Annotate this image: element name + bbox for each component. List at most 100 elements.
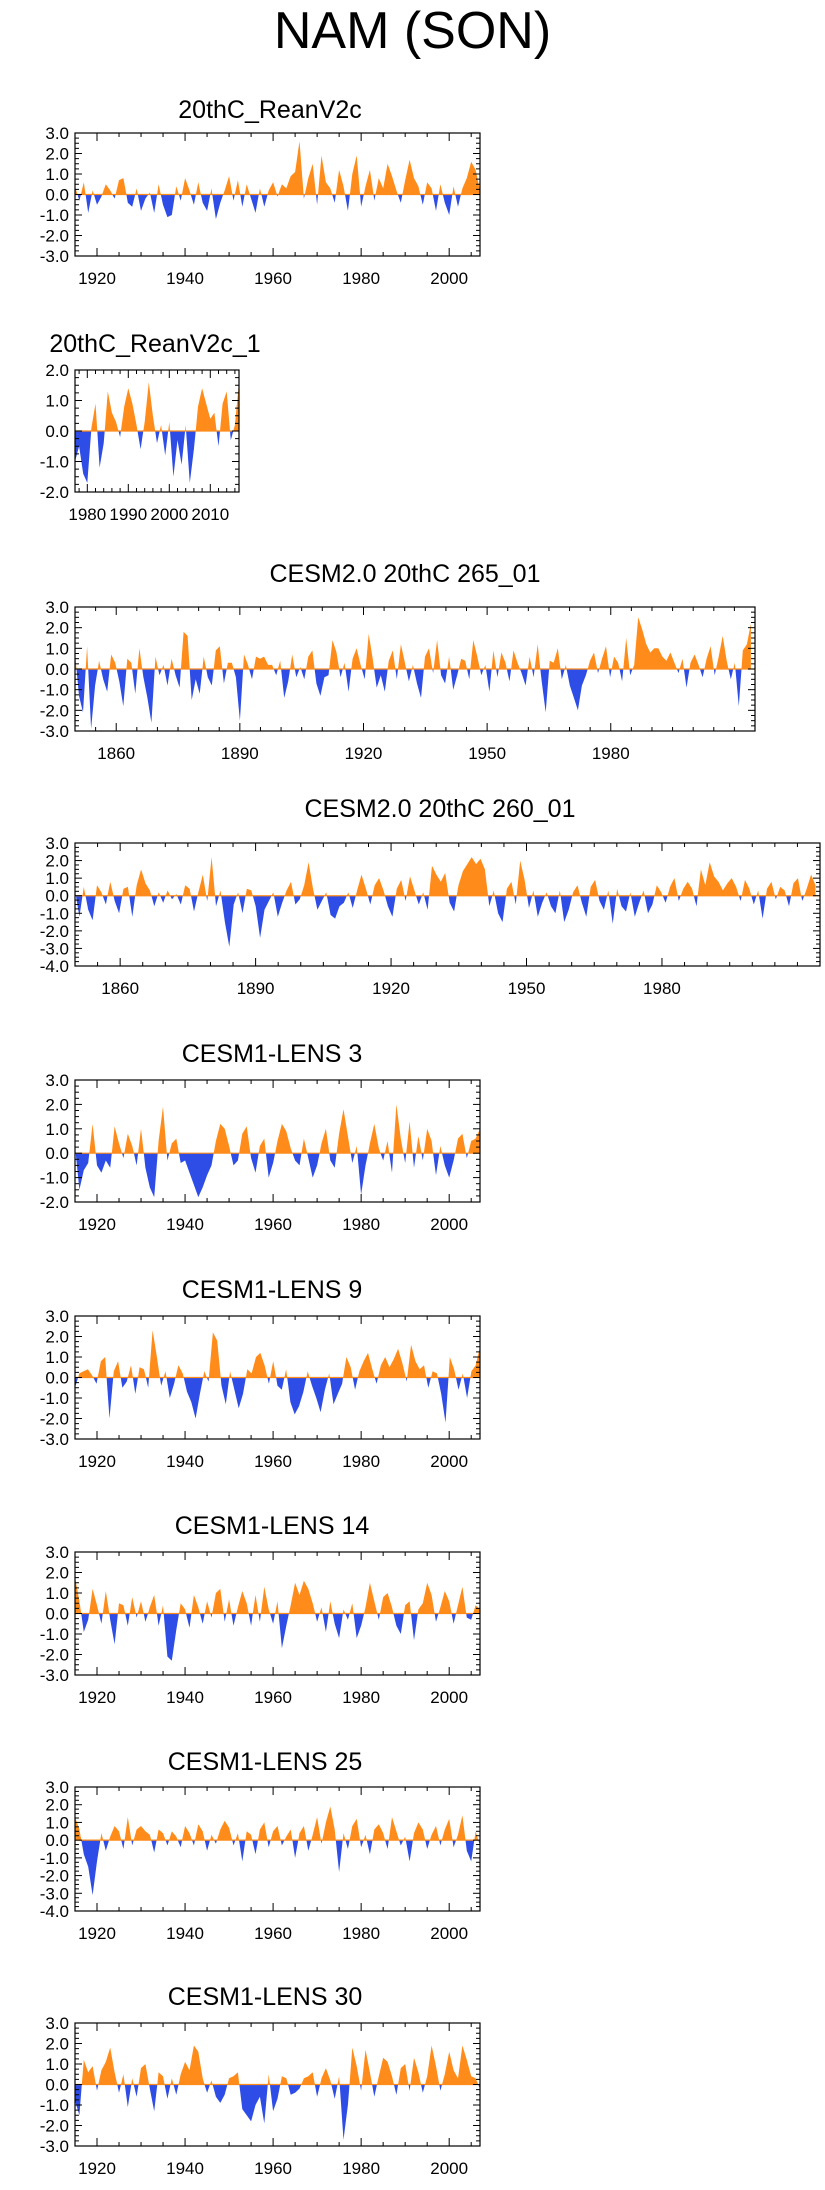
- x-tick-label: 2000: [430, 1452, 468, 1471]
- y-tick-label: -3.0: [40, 1666, 69, 1685]
- negative-area: [75, 2084, 480, 2140]
- positive-area: [75, 857, 816, 896]
- x-tick-label: 1960: [254, 2159, 292, 2178]
- x-tick-label: 1980: [342, 1688, 380, 1707]
- y-tick-label: 3.0: [45, 834, 69, 853]
- negative-area: [75, 431, 239, 483]
- x-tick-label: 1890: [221, 744, 259, 763]
- x-tick-label: 1960: [254, 1215, 292, 1234]
- x-tick-label: 1940: [166, 2159, 204, 2178]
- positive-area: [75, 1806, 480, 1841]
- positive-area: [75, 1104, 480, 1154]
- y-tick-label: -4.0: [40, 1902, 69, 1921]
- panel-title: CESM1-LENS 9: [182, 1276, 363, 1304]
- y-tick-label: -3.0: [40, 722, 69, 741]
- x-tick-label: 1960: [254, 1688, 292, 1707]
- x-tick-label: 1920: [78, 1688, 116, 1707]
- x-tick-label: 1940: [166, 1215, 204, 1234]
- y-tick-label: -1.0: [40, 1849, 69, 1868]
- x-tick-label: 2000: [430, 2159, 468, 2178]
- panel-title: CESM1-LENS 25: [168, 1748, 363, 1776]
- x-tick-label: 1960: [254, 1924, 292, 1943]
- panel-title: CESM1-LENS 30: [168, 1983, 363, 2011]
- x-tick-label: 1950: [508, 979, 546, 998]
- y-tick-label: -2.0: [40, 1410, 69, 1429]
- y-tick-label: 0.0: [45, 186, 69, 205]
- x-tick-label: 2000: [430, 1215, 468, 1234]
- y-tick-label: 1.0: [45, 1348, 69, 1367]
- x-tick-label: 1960: [254, 269, 292, 288]
- y-tick-label: 1.0: [45, 392, 69, 411]
- x-tick-label: 1940: [166, 1688, 204, 1707]
- x-tick-label: 1950: [468, 744, 506, 763]
- y-tick-label: -2.0: [40, 1867, 69, 1886]
- x-tick-label: 1980: [342, 2159, 380, 2178]
- y-tick-label: 1.0: [45, 1584, 69, 1603]
- y-tick-label: 2.0: [45, 1564, 69, 1583]
- y-tick-label: 3.0: [45, 1778, 69, 1797]
- positive-area: [75, 141, 480, 195]
- x-tick-label: 1980: [342, 1452, 380, 1471]
- y-tick-label: 3.0: [45, 1307, 69, 1326]
- y-tick-label: 0.0: [45, 1369, 69, 1388]
- y-tick-label: -1.0: [40, 1625, 69, 1644]
- y-tick-label: 2.0: [45, 619, 69, 638]
- y-tick-label: -1.0: [40, 1389, 69, 1408]
- y-tick-label: 1.0: [45, 1120, 69, 1139]
- y-tick-label: 0.0: [45, 422, 69, 441]
- y-tick-label: -1.0: [40, 1169, 69, 1188]
- negative-area: [75, 895, 816, 947]
- y-tick-label: -1.0: [40, 681, 69, 700]
- y-tick-label: 2.0: [45, 1328, 69, 1347]
- x-tick-label: 1920: [78, 1452, 116, 1471]
- positive-area: [75, 2045, 480, 2085]
- y-tick-label: 0.0: [45, 1605, 69, 1624]
- y-tick-label: 0.0: [45, 2076, 69, 2095]
- y-tick-label: -2.0: [40, 2117, 69, 2136]
- negative-area: [75, 1377, 480, 1423]
- x-tick-label: 1980: [68, 505, 106, 524]
- x-tick-label: 1860: [97, 744, 135, 763]
- x-tick-label: 1940: [166, 1452, 204, 1471]
- y-tick-label: -3.0: [40, 939, 69, 958]
- x-tick-label: 1960: [254, 1452, 292, 1471]
- x-tick-label: 2000: [430, 1688, 468, 1707]
- y-tick-label: 1.0: [45, 869, 69, 888]
- x-tick-label: 2000: [430, 1924, 468, 1943]
- positive-area: [75, 382, 239, 431]
- y-tick-label: -3.0: [40, 2137, 69, 2156]
- y-tick-label: 2.0: [45, 361, 69, 380]
- y-tick-label: -2.0: [40, 922, 69, 941]
- y-tick-label: -3.0: [40, 247, 69, 266]
- y-tick-label: 0.0: [45, 887, 69, 906]
- positive-area: [75, 1330, 480, 1378]
- panel-title: CESM2.0 20thC 265_01: [269, 560, 540, 588]
- y-tick-label: -2.0: [40, 701, 69, 720]
- x-tick-label: 1980: [592, 744, 630, 763]
- x-tick-label: 1920: [78, 2159, 116, 2178]
- x-tick-label: 1920: [78, 1215, 116, 1234]
- y-tick-label: 2.0: [45, 2035, 69, 2054]
- panel-title: CESM1-LENS 3: [182, 1040, 363, 1068]
- y-tick-label: -2.0: [40, 1193, 69, 1212]
- x-tick-label: 1940: [166, 269, 204, 288]
- y-tick-label: 3.0: [45, 1071, 69, 1090]
- x-tick-label: 1940: [166, 1924, 204, 1943]
- y-tick-label: 3.0: [45, 1543, 69, 1562]
- panel-title: CESM1-LENS 14: [175, 1512, 370, 1540]
- y-tick-label: -3.0: [40, 1430, 69, 1449]
- panel-title: CESM2.0 20thC 260_01: [304, 795, 575, 823]
- x-tick-label: 1980: [342, 1924, 380, 1943]
- y-tick-label: 1.0: [45, 639, 69, 658]
- panel-title: 20thC_ReanV2c: [178, 96, 361, 124]
- x-tick-label: 2000: [150, 505, 188, 524]
- x-tick-label: 1920: [372, 979, 410, 998]
- y-tick-label: 2.0: [45, 1796, 69, 1815]
- x-tick-label: 1980: [342, 269, 380, 288]
